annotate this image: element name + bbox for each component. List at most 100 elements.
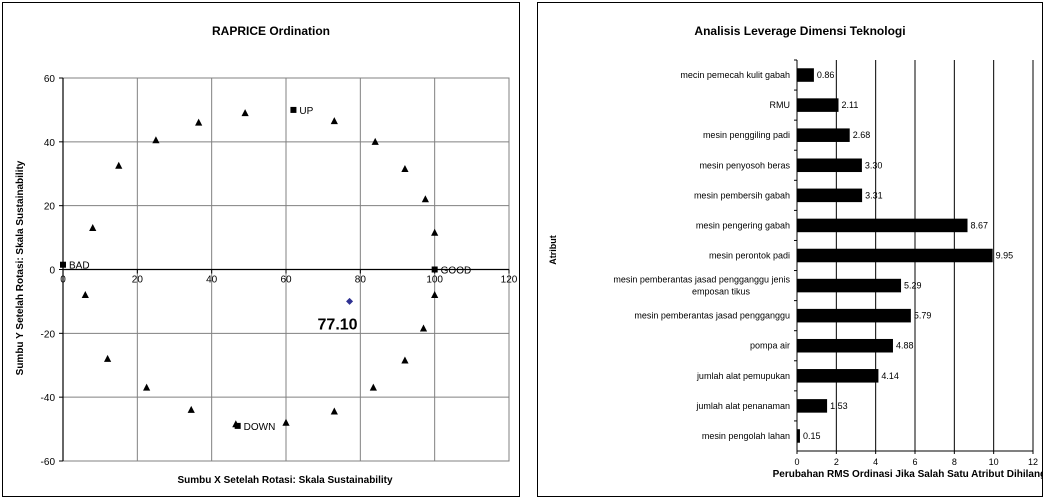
category-label: mesin penggiling padi [703,130,790,140]
ordination-chart-title: RAPRICE Ordination [212,24,330,38]
reference-point-label: GOOD [441,266,472,277]
y-tick-label: 40 [44,138,56,149]
leverage-chart: Analisis Leverage Dimensi Teknologi 0 2 4 6… [548,24,1043,480]
leverage-bars [797,68,993,443]
category-label: jumlah alat penanaman [695,401,790,411]
bar-value-label: 4.14 [881,371,899,381]
category-label: jumlah alat pemupukan [696,371,790,381]
result-point-label: 77.10 [318,316,358,333]
bar-value-label: 5.79 [914,311,932,321]
leverage-bar [797,308,911,323]
y-tick-label: 20 [44,202,56,213]
category-label: mesin perontok padi [709,251,790,261]
reference-point-marker [431,266,438,273]
x-tick-label: 2 [834,457,839,467]
bar-value-label: 3.30 [865,160,883,170]
category-label: mesin penyosoh beras [699,160,790,170]
leverage-bar [797,158,862,173]
category-label: pompa air [750,341,790,351]
ordination-y-ticks: 60 40 20 0 -20 -40 -60 [41,74,63,468]
category-label: RMU [770,100,791,110]
leverage-chart-title: Analisis Leverage Dimensi Teknologi [694,24,905,38]
bar-value-label: 0.15 [803,431,821,441]
reference-point-label: BAD [69,261,90,272]
ordination-chart-panel: RAPRICE Ordination 0 20 40 60 80 100 120 60 40 2… [2,2,520,497]
y-tick-label: -60 [41,457,56,468]
y-tick-label: -40 [41,393,56,404]
anchor-point-marker [152,136,160,144]
category-label: mesin pengolah lahan [702,431,790,441]
leverage-x-ticks: 0 2 4 6 8 10 12 [794,451,1038,467]
x-tick-label: 6 [912,457,917,467]
anchor-point-marker [369,383,377,391]
x-tick-label: 60 [280,275,292,286]
anchor-point-marker [330,117,338,125]
y-tick-label: 0 [49,266,55,277]
leverage-bar [797,338,893,353]
x-tick-label: 0 [794,457,799,467]
x-tick-label: 4 [873,457,878,467]
x-tick-label: 0 [60,275,66,286]
category-label: mesin pemberantas jasad pengganggu [634,311,790,321]
reference-point-marker [290,106,297,113]
x-tick-label: 8 [952,457,957,467]
anchor-point-marker [104,354,112,362]
category-label: mesin pemberantas jasad pengganggu jenis… [613,275,790,297]
leverage-value-labels: 0.86 2.11 2.68 3.30 3.31 8.67 9.95 5.29 5.79 4.88… [803,70,1013,441]
leverage-categories: mecin pemecah kulit gabah RMU mesin penggi… [613,70,790,441]
leverage-bar [797,218,968,233]
x-tick-label: 100 [426,275,443,286]
bar-value-label: 1.53 [830,401,848,411]
bar-value-label: 8.67 [971,220,989,230]
anchor-point-marker [421,195,429,203]
anchor-point-marker [330,407,338,415]
anchor-point-marker [401,356,409,364]
anchor-points [81,109,439,428]
leverage-bar [797,98,839,112]
leverage-bar [797,429,800,443]
leverage-bar [797,248,993,263]
ordination-x-axis-label: Sumbu X Setelah Rotasi: Skala Sustainabi… [177,475,392,486]
anchor-point-marker [401,164,409,172]
leverage-bar [797,188,863,203]
bar-value-label: 2.11 [841,100,858,110]
bar-value-label: 0.86 [817,70,835,80]
y-tick-label: -20 [41,329,56,340]
category-label: mesin pembersih gabah [694,190,790,200]
leverage-x-axis-label: Perubahan RMS Ordinasi Jika Salah Satu A… [773,469,1043,480]
anchor-point-marker [419,324,428,332]
anchor-point-marker [371,137,379,145]
anchor-point-marker [431,291,439,299]
anchor-point-marker [81,291,89,299]
reference-point-label: DOWN [244,422,276,433]
category-label: mecin pemecah kulit gabah [680,70,790,80]
leverage-bar [797,369,879,383]
reference-point-marker [234,422,241,429]
y-tick-label: 60 [44,74,56,85]
leverage-bar [797,399,828,413]
x-tick-label: 40 [206,275,218,286]
leverage-bar [797,68,814,82]
reference-point-label: UP [299,106,313,117]
anchor-point-marker [241,109,249,117]
anchor-point-marker [115,161,123,169]
bar-value-label: 4.88 [896,341,914,351]
bar-value-label: 5.29 [904,281,922,291]
x-tick-label: 120 [501,275,518,286]
reference-points: UP BAD GOOD DOWN [60,106,471,433]
x-tick-label: 80 [355,275,367,286]
result-point-marker [346,297,354,305]
leverage-bar [797,278,902,293]
anchor-point-marker [89,224,97,232]
anchor-point-marker [187,405,195,413]
anchor-point-marker [431,228,439,236]
ordination-y-axis-label: Sumbu Y Setelah Rotasi: Skala Sustainabi… [15,160,26,375]
bar-value-label: 3.31 [865,190,883,200]
leverage-chart-panel: Analisis Leverage Dimensi Teknologi 0 2 4 6… [537,2,1043,497]
ordination-x-ticks: 0 20 40 60 80 100 120 [60,269,518,286]
anchor-point-marker [195,118,203,126]
bar-value-label: 2.68 [853,130,871,140]
bar-value-label: 9.95 [996,251,1014,261]
category-label: mesin pengering gabah [696,220,790,230]
x-tick-label: 20 [132,275,144,286]
